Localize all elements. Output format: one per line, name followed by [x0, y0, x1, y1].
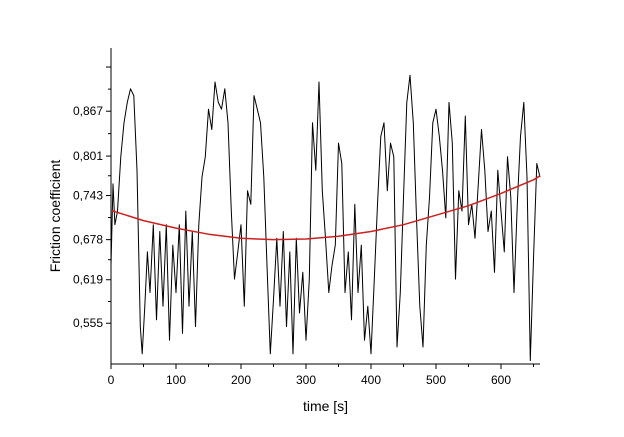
y-tick-label: 0,801 [73, 149, 103, 163]
y-tick-label: 0,678 [73, 233, 103, 247]
x-tick-label: 600 [491, 373, 511, 387]
plot-area: 0,555 0,619 0,678 0,743 0,801 0,867 0 100 200 30… [73, 48, 541, 387]
y-tick-label: 0,743 [73, 188, 103, 202]
series-line-raw [110, 74, 541, 362]
series-line-fit [110, 175, 541, 241]
y-axis-title: Friction coefficient [47, 160, 63, 273]
x-tick-label: 0 [108, 373, 115, 387]
series-layer [110, 74, 541, 362]
x-tick-label: 500 [426, 373, 446, 387]
y-tick-label: 0,619 [73, 273, 103, 287]
y-tick-label: 0,867 [73, 104, 103, 118]
x-ticks: 0 100 200 300 400 500 600 [108, 364, 534, 387]
x-tick-label: 100 [166, 373, 186, 387]
y-ticks: 0,555 0,619 0,678 0,743 0,801 0,867 [73, 66, 111, 330]
x-axis-title: time [s] [303, 398, 348, 414]
x-tick-label: 400 [361, 373, 381, 387]
y-tick-label: 0,555 [73, 316, 103, 330]
x-tick-label: 300 [296, 373, 316, 387]
x-tick-label: 200 [231, 373, 251, 387]
